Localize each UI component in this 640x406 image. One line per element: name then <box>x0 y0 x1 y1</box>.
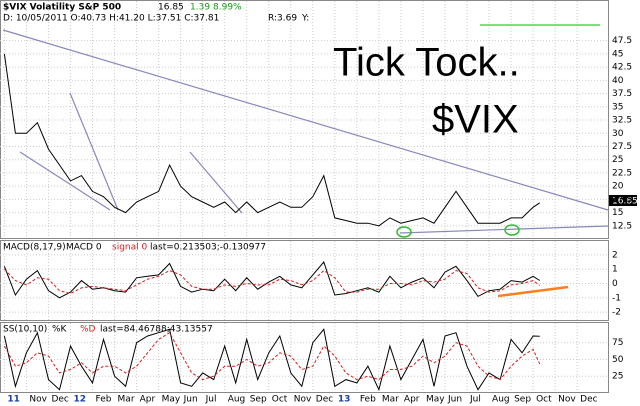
header-ohlc: D: 10/05/2011 O:40.73 H:41.20 L:37.51 C:… <box>3 14 219 24</box>
trendline <box>69 92 119 211</box>
ss-panel <box>0 322 609 393</box>
header-y: Y: <box>301 14 309 24</box>
x-tick-label: Nov <box>294 395 312 405</box>
macd-panel <box>0 240 609 321</box>
x-tick-label: Sep <box>250 395 267 405</box>
x-tick-label: Nov <box>558 395 576 405</box>
legend-label: signal 0 <box>112 243 147 253</box>
y-tick-label: 30 <box>612 129 624 139</box>
highlight-circle <box>504 224 520 236</box>
x-tick-label: Jul <box>469 395 481 405</box>
y-tick-label: 22.5 <box>612 168 632 178</box>
y-tick-label: 12.5 <box>612 221 632 231</box>
x-tick-label: Feb <box>360 395 376 405</box>
trendline <box>189 151 243 214</box>
grid <box>0 1 608 392</box>
series-line <box>3 332 541 381</box>
x-tick-label: Oct <box>272 395 288 405</box>
series-line <box>3 53 540 227</box>
header-title: $VIX Volatility S&P 500 <box>3 3 121 13</box>
x-tick-label: Nov <box>29 395 47 405</box>
legend-label: MACD 0 <box>66 243 102 253</box>
y-tick-label: 0 <box>612 279 618 289</box>
x-tick-label: Oct <box>536 395 552 405</box>
x-tick-label: Dec <box>580 395 597 405</box>
header-last: 16.85 <box>158 3 184 13</box>
x-tick-label: Jul <box>205 395 217 405</box>
header-change: 1.39 <box>190 3 210 13</box>
last-label: last=84.46788;43.13557 <box>100 325 213 335</box>
x-tick-label: Mar <box>382 395 399 405</box>
x-tick-label: Sep <box>514 395 531 405</box>
x-tick-label: 12 <box>73 395 86 405</box>
x-tick-label: Aug <box>492 395 510 405</box>
y-tick-label: 32.5 <box>612 116 632 126</box>
highlight-circle <box>396 226 412 238</box>
trendlines <box>2 29 609 234</box>
series-line <box>4 268 540 295</box>
x-tick-label: Jun <box>447 395 462 405</box>
ss-title: SS(10,10) <box>3 325 47 335</box>
y-tick-label: 27.5 <box>612 142 632 152</box>
y-tick-label: 20 <box>612 182 624 192</box>
x-tick-label: Feb <box>96 395 112 405</box>
x-tick-label: 11 <box>7 395 20 405</box>
last-value-box <box>609 195 637 206</box>
y-tick-label: 15 <box>612 208 623 218</box>
x-tick-label: Aug <box>228 395 246 405</box>
legend-label: %K <box>52 325 68 335</box>
trendline <box>399 225 609 234</box>
x-tick-label: Apr <box>140 395 156 405</box>
y-tick-label: 45 <box>612 49 623 59</box>
y-tick-label: 42.5 <box>612 63 632 73</box>
x-tick-label: Apr <box>404 395 420 405</box>
y-tick-label: 35 <box>612 102 623 112</box>
y-tick-label: 17.5 <box>612 195 632 205</box>
macd-title: MACD(8,17,9) <box>3 243 66 253</box>
x-tick-label: May <box>426 395 445 405</box>
y-tick-label: 47.5 <box>612 36 632 46</box>
header-change-pct: 8.99% <box>213 3 242 13</box>
divergence-line <box>497 285 569 298</box>
x-tick-label: Dec <box>316 395 333 405</box>
last-label: last=0.213503;-0.130977 <box>150 243 266 253</box>
header-range: R:3.69 <box>268 14 297 24</box>
y-tick-label: 37.5 <box>612 89 632 99</box>
trendline <box>19 151 111 211</box>
annotation: Tick Tock.. <box>333 41 520 85</box>
trendline <box>2 29 609 211</box>
y-tick-label: 25 <box>612 155 623 165</box>
y-tick-label: -1 <box>612 293 621 303</box>
legend-label: %D <box>80 325 96 335</box>
x-tick-label: 13 <box>338 395 351 405</box>
y-tick-label: 75 <box>612 338 623 348</box>
y-tick-label: 50 <box>612 355 624 365</box>
series-line <box>3 261 540 299</box>
y-tick-label: 1 <box>612 265 618 275</box>
y-tick-label: 2 <box>612 250 618 260</box>
x-tick-label: Jun <box>183 395 198 405</box>
y-tick-label: 40 <box>612 76 624 86</box>
x-tick-label: Mar <box>118 395 135 405</box>
x-tick-label: Dec <box>51 395 68 405</box>
y-tick-label: 25 <box>612 372 623 382</box>
y-tick-label: -2 <box>612 308 621 318</box>
x-tick-label: May <box>162 395 181 405</box>
annotation: $VIX <box>432 98 519 142</box>
last-value-label: 16.85 <box>612 197 638 207</box>
series-line <box>3 328 540 392</box>
